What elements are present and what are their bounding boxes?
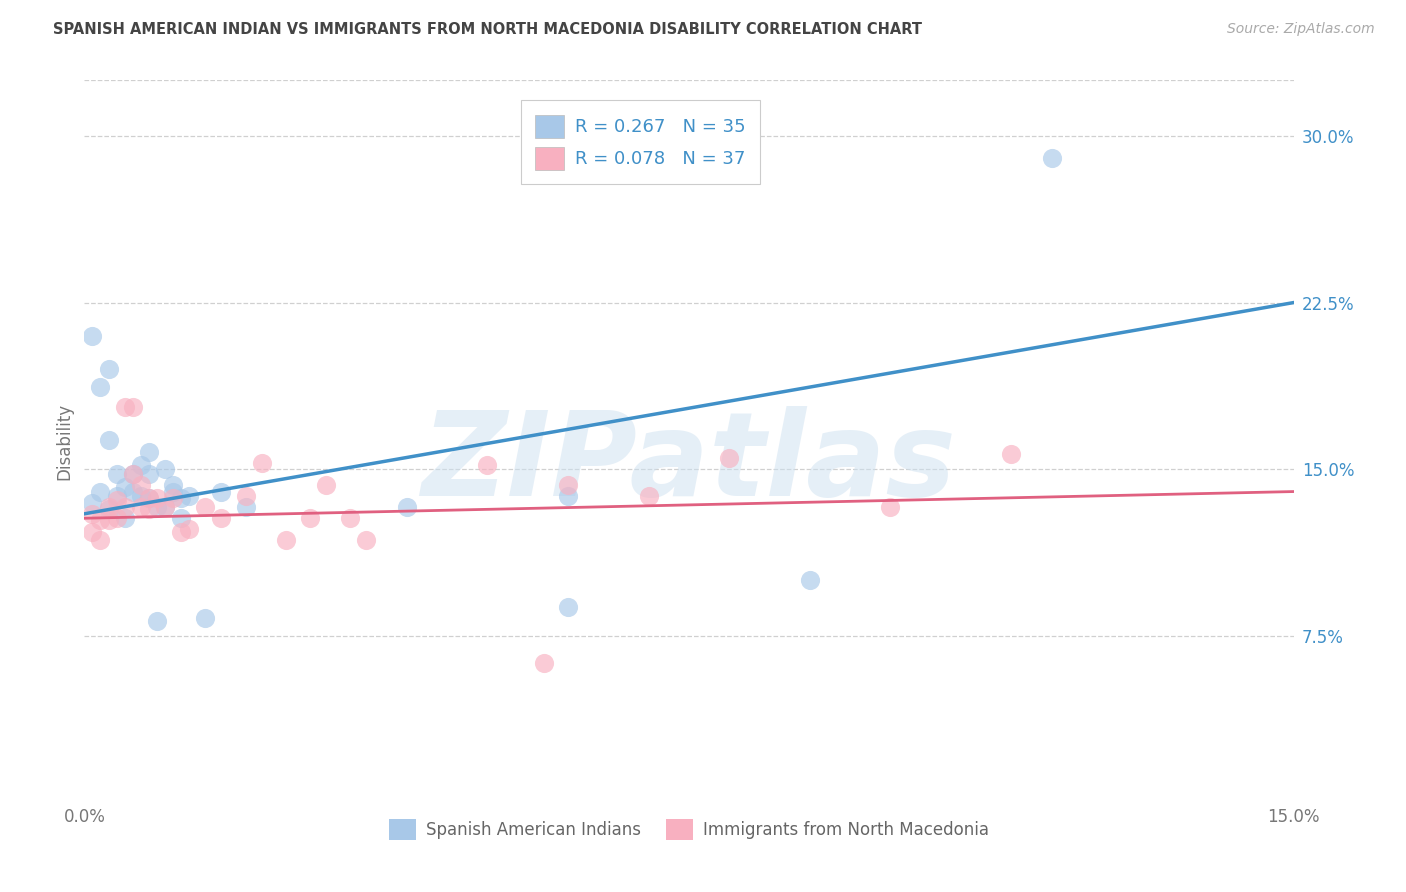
Point [146,614,169,628]
Point [533,656,555,670]
Point [274,533,297,548]
Point [105,489,128,503]
Point [121,467,143,481]
Point [114,480,136,494]
Point [97,513,120,527]
Point [82,496,104,510]
Point [395,500,418,515]
Point [879,500,901,515]
Point [129,458,152,472]
Point [89,380,111,394]
Text: ZIPatlas: ZIPatlas [422,406,956,521]
Point [170,524,193,539]
Point [138,444,160,458]
Point [146,500,169,515]
Point [121,484,143,499]
Point [82,507,104,521]
Point [82,524,104,539]
Point [138,491,160,506]
Point [299,511,322,525]
Point [97,500,120,515]
Point [170,491,193,506]
Point [89,484,111,499]
Point [105,467,128,481]
Point [356,533,378,548]
Point [477,458,499,472]
Point [114,511,136,525]
Point [146,491,169,506]
Point [114,500,136,515]
Point [121,467,143,481]
Point [138,491,160,506]
Point [179,489,201,503]
Point [1040,151,1063,165]
Point [557,478,579,492]
Point [250,456,273,470]
Point [129,500,152,515]
Point [315,478,337,492]
Point [153,500,176,515]
Point [339,511,361,525]
Point [105,493,128,508]
Point [799,574,821,588]
Point [162,484,184,499]
Point [209,484,232,499]
Legend: Spanish American Indians, Immigrants from North Macedonia: Spanish American Indians, Immigrants fro… [381,811,997,848]
Point [105,511,128,525]
Point [114,400,136,414]
Point [235,489,257,503]
Point [138,502,160,516]
Point [235,500,257,515]
Point [557,600,579,615]
Point [637,489,659,503]
Point [138,467,160,481]
Text: Source: ZipAtlas.com: Source: ZipAtlas.com [1227,22,1375,37]
Point [1000,447,1022,461]
Point [121,400,143,414]
Point [97,362,120,376]
Y-axis label: Disability: Disability [55,403,73,480]
Point [97,434,120,448]
Point [82,329,104,343]
Point [162,491,184,506]
Point [153,462,176,476]
Point [97,502,120,516]
Point [89,513,111,527]
Point [194,611,217,625]
Point [153,500,176,515]
Point [170,511,193,525]
Point [129,489,152,503]
Point [89,533,111,548]
Point [129,478,152,492]
Text: SPANISH AMERICAN INDIAN VS IMMIGRANTS FROM NORTH MACEDONIA DISABILITY CORRELATIO: SPANISH AMERICAN INDIAN VS IMMIGRANTS FR… [53,22,922,37]
Point [194,500,217,515]
Point [209,511,232,525]
Point [557,489,579,503]
Point [162,478,184,492]
Point [718,451,741,466]
Point [179,522,201,536]
